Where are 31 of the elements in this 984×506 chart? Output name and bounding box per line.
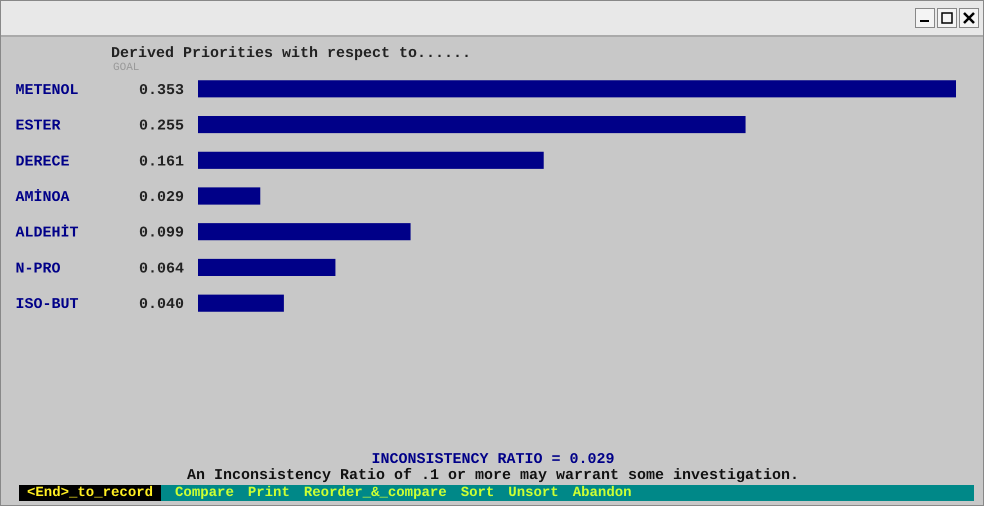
bar xyxy=(198,152,544,169)
text: An Inconsistency Ratio of .1 or more may warrant some investigation. xyxy=(186,467,800,484)
text: Compare xyxy=(175,485,234,501)
data-label: 0.029 xyxy=(138,189,184,206)
data-label: 0.099 xyxy=(138,224,184,242)
bar xyxy=(198,116,746,134)
y-tick-label: ESTER xyxy=(16,118,61,135)
bar xyxy=(198,223,411,240)
y-tick-label: ISO-BUT xyxy=(16,296,79,314)
y-tick-label: N-PRO xyxy=(16,260,61,278)
text: INCONSISTENCY RATIO = 0.029 xyxy=(370,451,616,468)
text: Sort xyxy=(460,485,494,501)
chart-title: Derived Priorities with respect to...... xyxy=(111,45,472,62)
data-label: 0.255 xyxy=(138,118,184,135)
bar xyxy=(198,80,956,98)
data-label: 0.040 xyxy=(138,296,184,314)
bar xyxy=(198,258,336,276)
data-label: 0.064 xyxy=(138,260,184,278)
data-label: 0.161 xyxy=(138,153,184,170)
bar xyxy=(198,187,260,205)
text: <End>_to_record xyxy=(19,485,162,501)
text: Print xyxy=(248,485,290,501)
y-tick-label: AMİNOA xyxy=(16,189,70,206)
y-tick-label: DERECE xyxy=(16,153,70,170)
text: Abandon xyxy=(572,485,632,501)
text: Unsort xyxy=(508,485,559,501)
bar xyxy=(198,294,284,312)
y-tick-label: METENOL xyxy=(16,82,79,99)
y-tick-label: ALDEHİT xyxy=(16,224,79,242)
data-label: 0.353 xyxy=(138,82,184,99)
text: Reorder_&_compare xyxy=(304,485,447,501)
